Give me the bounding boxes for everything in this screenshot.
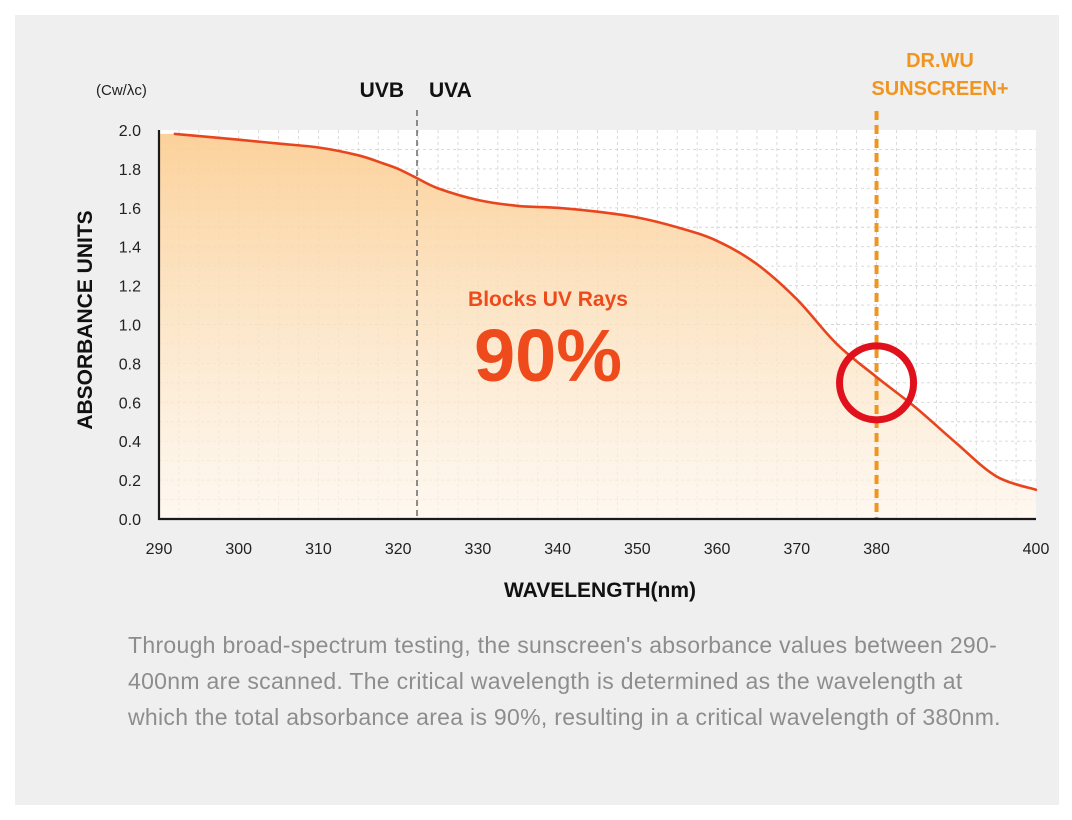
y-tick-label: 1.6	[119, 201, 141, 218]
y-tick-label: 0.0	[119, 512, 141, 529]
y-axis-title: ABSORBANCE UNITS	[74, 210, 97, 429]
description-text: Through broad-spectrum testing, the suns…	[128, 632, 1001, 730]
uvb-label: UVB	[360, 79, 404, 102]
annotation-title: Blocks UV Rays	[468, 288, 628, 311]
x-axis-title: WAVELENGTH(nm)	[504, 579, 696, 602]
y-tick-label: 2.0	[119, 123, 141, 140]
x-tick-label: 370	[783, 541, 810, 558]
y-tick-label: 1.4	[119, 240, 141, 257]
y-tick-label: 1.0	[119, 318, 141, 335]
critical-label-line1: DR.WU	[906, 50, 974, 72]
x-tick-label: 360	[704, 541, 731, 558]
y-tick-label: 0.2	[119, 473, 141, 490]
annotation-value: 90%	[474, 314, 622, 397]
uva-label: UVA	[429, 79, 472, 102]
y-tick-label: 0.4	[119, 434, 141, 451]
x-tick-label: 380	[863, 541, 890, 558]
axes	[157, 130, 1036, 521]
x-tick-label: 320	[385, 541, 412, 558]
x-tick-label: 340	[544, 541, 571, 558]
x-tick-label: 350	[624, 541, 651, 558]
y-tick-label: 0.8	[119, 356, 141, 373]
absorbance-chart: 290 300 310 320 330 340 350 360 370 380 400 0.0 0.2…	[74, 50, 1050, 602]
y-tick-label: 1.2	[119, 279, 141, 296]
x-tick-label: 300	[225, 541, 252, 558]
y-tick-label: 0.6	[119, 395, 141, 412]
absorbance-area	[159, 133, 1036, 519]
x-axis-ticks: 290 300 310 320 330 340 350 360 370 380 400	[146, 541, 1050, 558]
x-tick-label: 330	[465, 541, 492, 558]
critical-label-line2: SUNSCREEN+	[871, 78, 1008, 100]
x-tick-label: 400	[1023, 541, 1050, 558]
unit-label: (Cw/λc)	[96, 82, 147, 99]
critical-point-circle	[836, 342, 918, 424]
y-tick-label: 1.8	[119, 162, 141, 179]
chart-panel: 290 300 310 320 330 340 350 360 370 380 400 0.0 0.2…	[15, 15, 1059, 805]
x-tick-label: 310	[305, 541, 332, 558]
absorbance-curve	[173, 132, 1038, 492]
x-tick-label: 290	[146, 541, 173, 558]
y-axis-ticks: 0.0 0.2 0.4 0.6 0.8 1.0 1.2 1.4 1.6 1.8 2.0	[119, 123, 141, 529]
